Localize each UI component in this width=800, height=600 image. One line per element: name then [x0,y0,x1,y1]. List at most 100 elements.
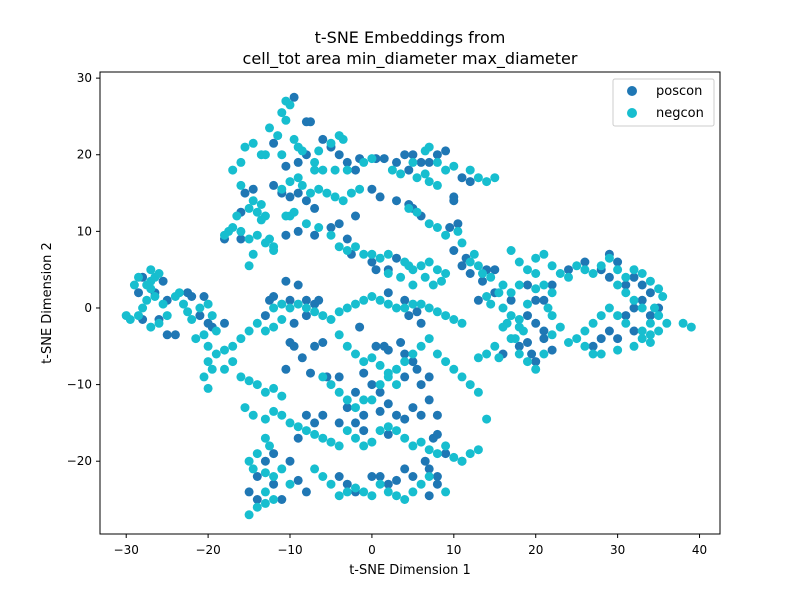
x-axis-ticks: −30 −20 −10 0 10 20 30 40 [114,534,707,557]
point-poscon-10 [342,157,352,167]
point-negcon-67 [306,188,315,198]
point-poscon-180 [564,265,573,275]
point-negcon-158 [236,334,246,344]
point-poscon-166 [441,449,451,459]
point-poscon-68 [134,288,143,298]
point-poscon-123 [342,403,352,413]
point-negcon-296 [572,261,582,271]
point-poscon-195 [604,326,614,336]
point-poscon-86 [281,276,291,286]
point-negcon-152 [199,330,209,340]
point-negcon-332 [637,303,647,313]
point-negcon-14 [248,138,258,148]
point-poscon-179 [547,280,557,290]
point-negcon-93 [441,269,451,278]
point-poscon-130 [416,410,426,420]
point-poscon-161 [408,472,418,481]
point-negcon-271 [416,341,426,351]
point-poscon-102 [281,364,291,374]
point-poscon-190 [637,295,647,305]
point-negcon-114 [482,292,492,301]
point-negcon-45 [256,200,266,209]
point-negcon-289 [514,257,524,267]
point-poscon-119 [359,368,369,378]
point-negcon-219 [400,433,410,443]
point-poscon-129 [408,403,418,413]
point-negcon-163 [277,315,287,324]
point-negcon-263 [351,403,360,413]
point-poscon-104 [371,341,381,351]
point-negcon-98 [396,272,406,282]
point-negcon-260 [326,380,336,390]
point-negcon-154 [203,341,213,351]
point-negcon-44 [248,196,258,206]
point-negcon-349 [523,299,532,309]
point-poscon-172 [527,349,537,359]
point-negcon-314 [621,318,631,328]
point-negcon-2 [277,108,287,118]
point-poscon-78 [199,292,209,301]
point-poscon-17 [404,165,414,175]
point-negcon-50 [232,211,242,221]
point-negcon-245 [326,479,336,489]
x-tick-label-0: 0 [368,543,376,557]
point-negcon-191 [203,383,213,393]
point-negcon-35 [465,165,475,175]
point-negcon-240 [260,498,270,508]
point-negcon-345 [523,357,532,367]
point-poscon-144 [269,449,279,459]
point-negcon-211 [334,441,344,451]
point-poscon-164 [432,479,442,489]
point-negcon-23 [330,165,340,175]
point-negcon-302 [621,272,631,282]
point-poscon-19 [416,157,426,167]
point-negcon-32 [432,157,442,167]
x-tick-label--20: −20 [195,543,220,557]
point-negcon-47 [252,207,262,217]
point-negcon-323 [580,341,590,351]
point-poscon-159 [392,475,401,485]
point-negcon-62 [244,261,254,271]
point-negcon-20 [310,157,320,167]
point-poscon-198 [645,311,655,321]
point-negcon-351 [514,280,524,290]
point-poscon-108 [400,295,410,305]
point-negcon-195 [244,376,254,386]
point-poscon-42 [367,184,377,194]
point-poscon-111 [416,318,426,328]
point-negcon-266 [375,380,385,390]
point-negcon-301 [613,265,623,275]
point-poscon-187 [629,272,639,282]
point-negcon-164 [269,303,279,313]
point-poscon-96 [297,353,307,363]
point-poscon-171 [523,338,532,347]
point-negcon-157 [228,341,238,351]
point-negcon-348 [514,315,524,324]
point-negcon-329 [678,318,688,328]
point-negcon-334 [621,288,631,298]
point-negcon-19 [297,146,307,156]
point-negcon-71 [338,196,348,206]
point-negcon-85 [375,253,385,263]
point-negcon-322 [588,349,598,359]
point-negcon-293 [547,261,557,271]
point-negcon-78 [314,223,324,232]
point-negcon-242 [244,510,254,520]
point-negcon-343 [539,349,549,359]
point-negcon-215 [367,437,377,447]
point-negcon-229 [260,433,270,443]
point-negcon-187 [457,318,467,328]
point-poscon-3 [269,138,279,148]
point-negcon-336 [531,269,541,278]
point-poscon-16 [400,150,410,160]
point-negcon-213 [351,433,360,443]
point-poscon-122 [351,387,360,397]
point-poscon-168 [420,456,430,466]
point-negcon-167 [293,299,303,309]
point-negcon-168 [301,303,311,313]
point-negcon-342 [547,330,557,340]
point-negcon-173 [342,303,352,313]
point-negcon-135 [134,272,143,282]
point-negcon-280 [334,330,344,340]
point-negcon-145 [179,299,188,309]
